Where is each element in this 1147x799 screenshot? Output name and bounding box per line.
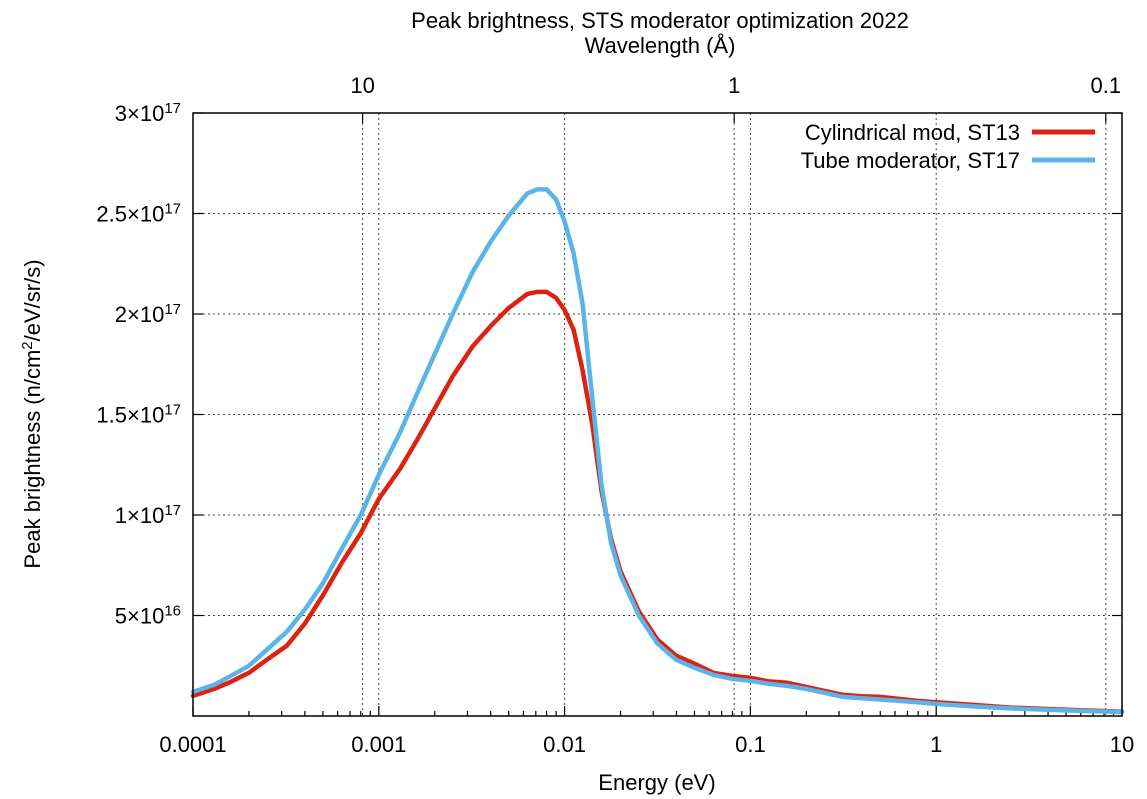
plot-frame (192, 112, 1123, 717)
legend: Cylindrical mod, ST13 Tube moderator, ST1… (801, 120, 1095, 173)
y-tick-label: 1×1017 (115, 502, 181, 529)
y-tick-label: 1.5×1017 (96, 401, 181, 428)
top-axis-label: Wavelength (Å) (585, 33, 736, 58)
x2-tick-label: 10 (350, 73, 374, 98)
x-tick-label: 0.0001 (159, 732, 226, 757)
y-tick-label: 3×1017 (115, 100, 181, 127)
series-line-1 (190, 289, 1125, 714)
y-axis-label: Peak brightness (n/cm2/eV/sr/s) (19, 259, 46, 568)
x-axis-label: Energy (eV) (598, 770, 715, 795)
x-tick-label: 10 (1110, 732, 1134, 757)
y-tick-label: 5×1016 (115, 602, 181, 629)
x2-tick-label: 1 (728, 73, 740, 98)
x-tick-label: 0.1 (735, 732, 766, 757)
chart-title: Peak brightness, STS moderator optimizat… (411, 8, 909, 33)
grid-layer (193, 113, 1122, 716)
x-tick-label: 0.001 (351, 732, 406, 757)
legend-label: Cylindrical mod, ST13 (805, 120, 1020, 145)
x-tick-label: 1 (930, 732, 942, 757)
tick-layer: 0.0001 0.001 0.01 0.1 1 10 10 1 0.1 5×1016 1×1017 1… (96, 73, 1134, 757)
x-tick-label: 0.01 (543, 732, 586, 757)
x2-tick-label: 0.1 (1090, 73, 1121, 98)
series-line-2 (190, 187, 1125, 715)
legend-label: Tube moderator, ST17 (801, 148, 1020, 173)
y-tick-label: 2×1017 (115, 301, 181, 328)
y-tick-label: 2.5×1017 (96, 200, 181, 227)
series-layer (190, 187, 1125, 715)
